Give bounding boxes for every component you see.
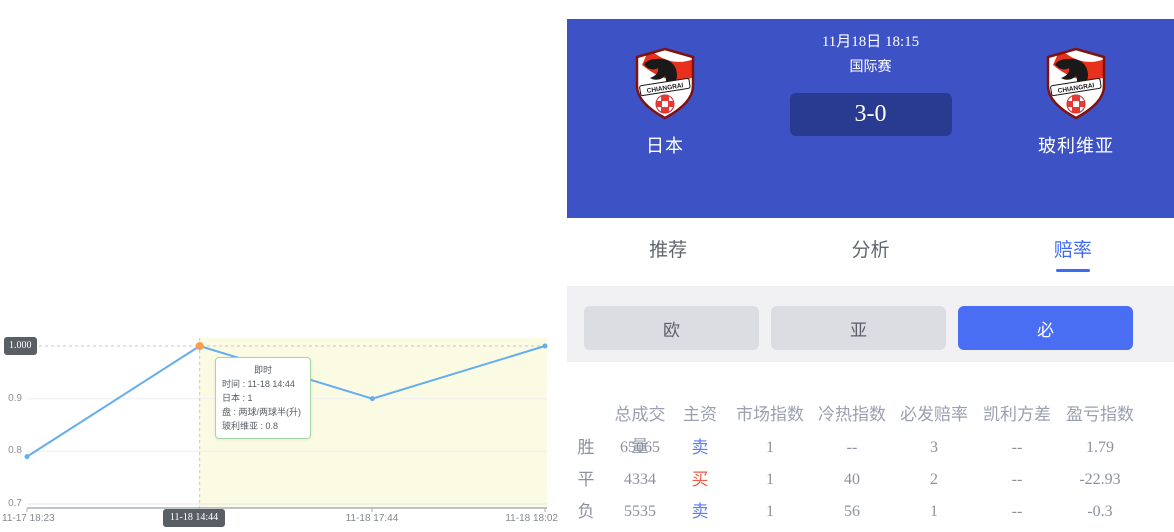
cell-market-index: 1 [766, 503, 774, 520]
cell-volume: 4334 [624, 471, 656, 488]
tooltip-time-line: 时间 : 11-18 14:44 [222, 379, 295, 389]
cell-profit-loss: 1.79 [1086, 439, 1114, 456]
row-label-lose: 负 [577, 502, 595, 521]
cell-bifa-odds: 1 [930, 503, 938, 520]
chart-tooltip: 即时 时间 : 11-18 14:44 日本 : 1 盘 : 两球/两球半(升)… [215, 357, 311, 439]
active-tab-underline [1055, 269, 1090, 272]
cell-hot-index: 56 [844, 503, 860, 520]
match-datetime: 11月18日 18:15 [821, 34, 920, 50]
data-point [542, 343, 548, 349]
cell-volume: 5535 [624, 503, 656, 520]
cell-kelly-variance: -- [1011, 503, 1023, 520]
away-team-name: 玻利维亚 [1038, 136, 1114, 156]
bifa-odds-table: 总成交量 主资 市场指数 冷热指数 必发赔率 凯利方差 盈亏指数 胜 65065… [560, 400, 1138, 528]
odds-type-switcher: 欧 亚 必 [567, 286, 1174, 362]
cell-volume: 65065 [620, 439, 660, 456]
data-point [24, 454, 30, 460]
x-tick-label: 11-17 18:23 [2, 513, 55, 524]
subtab-asia[interactable]: 亚 [771, 306, 946, 350]
odds-line-chart: 1.000 0.9 0.8 0.7 11-17 18:23 11-18 17:4… [0, 320, 560, 532]
cell-main-money: 卖 [691, 502, 709, 521]
tab-odds-active[interactable]: 赔率 [972, 218, 1174, 286]
tab-analysis[interactable]: 分析 [769, 218, 971, 286]
match-header: CHIANGRAI 日本 11月18日 18:15 国际赛 3-0 [567, 19, 1174, 218]
tooltip-title: 即时 [253, 365, 272, 375]
col-header-bifa-odds: 必发赔率 [900, 405, 968, 424]
tooltip-handicap-line: 盘 : 两球/两球半(升) [222, 407, 301, 417]
y-axis-value-badge: 1.000 [4, 337, 37, 355]
highlighted-data-point [195, 342, 204, 350]
cell-profit-loss: -22.93 [1079, 471, 1121, 488]
match-league: 国际赛 [849, 58, 892, 74]
cell-main-money: 卖 [691, 438, 709, 457]
tab-label: 赔率 [1053, 240, 1092, 261]
away-team-block: CHIANGRAI 玻利维亚 [978, 19, 1174, 218]
cell-kelly-variance: -- [1011, 439, 1023, 456]
cell-hot-index: -- [846, 439, 858, 456]
col-header-volume: 总成交量 [614, 405, 666, 456]
home-team-crest-icon: CHIANGRAI [635, 47, 695, 120]
row-label-win: 胜 [577, 438, 595, 457]
cell-market-index: 1 [766, 439, 774, 456]
row-label-draw: 平 [577, 470, 595, 489]
main-tab-bar: 推荐 分析 赔率 [567, 218, 1174, 286]
y-tick-label: 0.8 [8, 445, 22, 456]
match-info-block: 11月18日 18:15 国际赛 3-0 [763, 19, 978, 218]
tab-label: 推荐 [649, 240, 688, 261]
data-point [369, 396, 375, 402]
tooltip-home-line: 日本 : 1 [222, 393, 253, 403]
col-header-main-money: 主资 [683, 405, 717, 424]
col-header-market-index: 市场指数 [736, 405, 804, 424]
col-header-blank [560, 399, 612, 433]
y-tick-label: 0.9 [8, 393, 22, 404]
col-header-profit-loss: 盈亏指数 [1066, 405, 1134, 424]
away-team-crest-icon: CHIANGRAI [1046, 47, 1106, 120]
col-header-hot-index: 冷热指数 [818, 405, 886, 424]
cell-bifa-odds: 2 [930, 471, 938, 488]
y-tick-label: 0.7 [8, 498, 22, 509]
subtab-europe[interactable]: 欧 [584, 306, 759, 350]
cell-profit-loss: -0.3 [1087, 503, 1113, 520]
subtab-bifa-active[interactable]: 必 [958, 306, 1133, 350]
home-team-block: CHIANGRAI 日本 [567, 19, 763, 218]
score-box: 3-0 [789, 93, 952, 136]
cell-main-money: 买 [691, 470, 709, 489]
cell-market-index: 1 [766, 471, 774, 488]
col-header-kelly-variance: 凯利方差 [983, 405, 1051, 424]
home-team-name: 日本 [646, 136, 684, 156]
tab-label: 分析 [851, 240, 890, 261]
x-tick-label: 11-18 17:44 [345, 513, 399, 524]
tab-recommend[interactable]: 推荐 [567, 218, 769, 286]
x-tick-label: 11-18 18:02 [505, 513, 558, 524]
cell-kelly-variance: -- [1011, 471, 1023, 488]
cell-bifa-odds: 3 [930, 439, 938, 456]
cell-hot-index: 40 [844, 471, 860, 488]
x-axis-value-badge: 11-18 14:44 [163, 509, 225, 527]
tooltip-away-line: 玻利维亚 : 0.8 [222, 421, 279, 431]
